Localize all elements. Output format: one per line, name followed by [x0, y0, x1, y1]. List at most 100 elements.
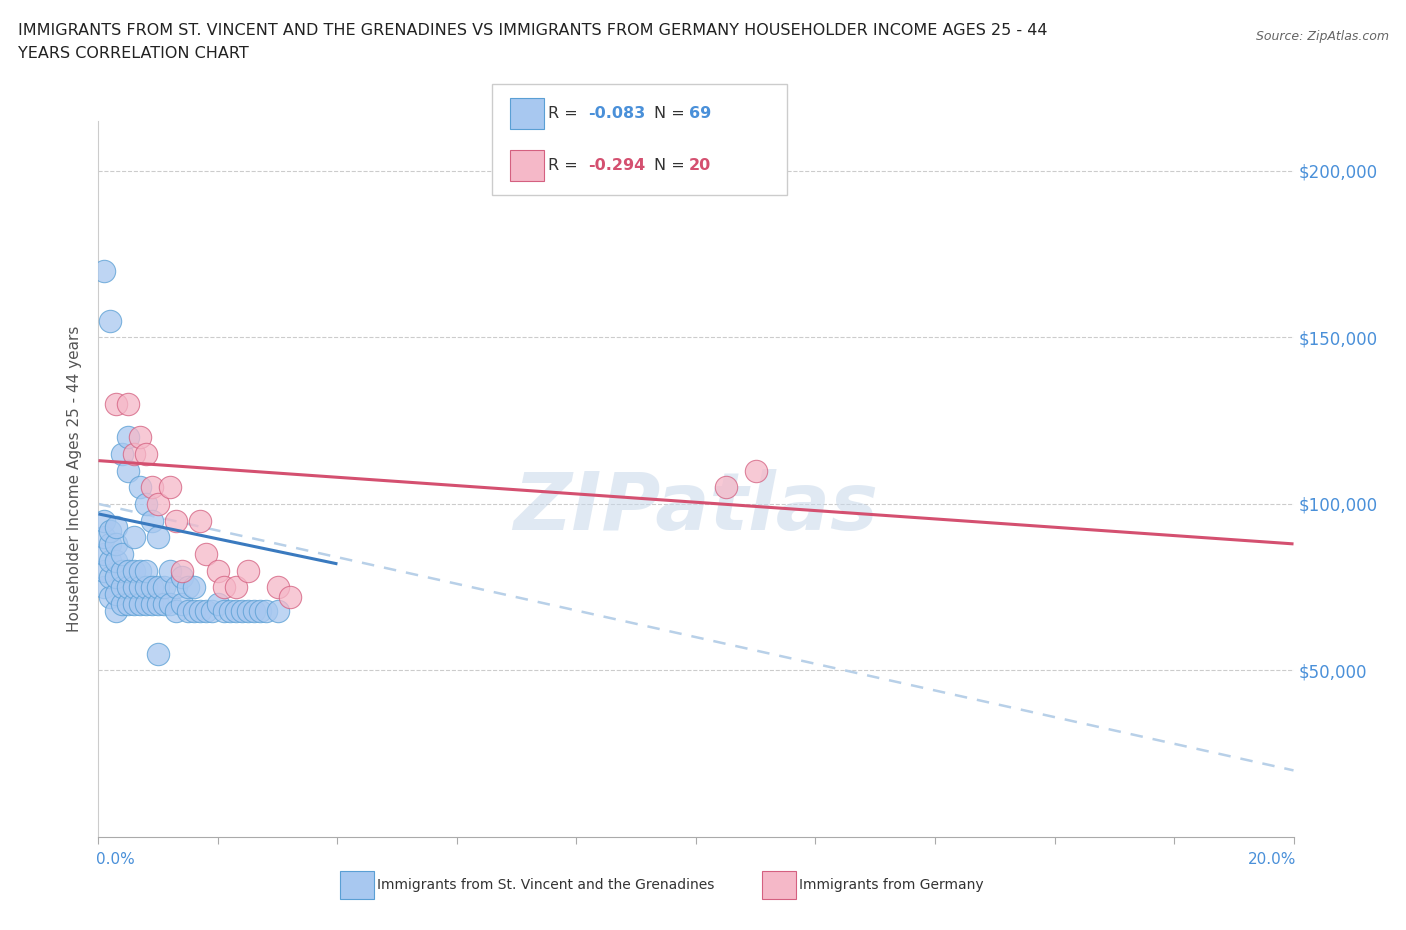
Point	[159, 596, 181, 611]
Text: Immigrants from St. Vincent and the Grenadines: Immigrants from St. Vincent and the Gren…	[377, 878, 714, 893]
Point	[148, 530, 170, 545]
Text: R =: R =	[548, 158, 583, 173]
Text: Source: ZipAtlas.com: Source: ZipAtlas.com	[1256, 30, 1389, 43]
Point	[98, 537, 122, 551]
Point	[129, 579, 152, 594]
Point	[93, 563, 115, 578]
Text: -0.294: -0.294	[588, 158, 645, 173]
Point	[243, 603, 266, 618]
Point	[124, 446, 146, 461]
Point	[135, 579, 157, 594]
Point	[195, 603, 218, 618]
Point	[135, 563, 157, 578]
Point	[111, 563, 134, 578]
Point	[93, 263, 115, 278]
Point	[177, 579, 200, 594]
Point	[177, 603, 200, 618]
Point	[236, 603, 259, 618]
Point	[148, 646, 170, 661]
Point	[745, 463, 768, 478]
Point	[172, 570, 194, 585]
Point	[124, 530, 146, 545]
Text: ZIPatlas: ZIPatlas	[513, 469, 879, 547]
Point	[111, 446, 134, 461]
Point	[267, 579, 290, 594]
Point	[129, 430, 152, 445]
Point	[201, 603, 224, 618]
Point	[105, 553, 128, 568]
Point	[141, 513, 163, 528]
Point	[117, 563, 139, 578]
Point	[148, 596, 170, 611]
Point	[98, 553, 122, 568]
Point	[165, 603, 187, 618]
Point	[148, 497, 170, 512]
Point	[105, 570, 128, 585]
Point	[124, 563, 146, 578]
Point	[111, 579, 134, 594]
Point	[129, 480, 152, 495]
Point	[188, 603, 211, 618]
Point	[141, 480, 163, 495]
Text: 20.0%: 20.0%	[1249, 852, 1296, 867]
Point	[129, 563, 152, 578]
Point	[267, 603, 290, 618]
Text: Immigrants from Germany: Immigrants from Germany	[799, 878, 983, 893]
Point	[117, 596, 139, 611]
Point	[278, 590, 301, 604]
Point	[172, 596, 194, 611]
Point	[165, 513, 187, 528]
Point	[93, 579, 115, 594]
Point	[129, 596, 152, 611]
Point	[183, 579, 205, 594]
Point	[212, 579, 235, 594]
Point	[207, 596, 229, 611]
Point	[188, 513, 211, 528]
Text: 69: 69	[689, 106, 711, 121]
Point	[159, 480, 181, 495]
Point	[117, 396, 139, 411]
Point	[98, 313, 122, 328]
Point	[93, 513, 115, 528]
Point	[236, 563, 259, 578]
Point	[98, 570, 122, 585]
Text: R =: R =	[548, 106, 583, 121]
Point	[135, 596, 157, 611]
Text: 0.0%: 0.0%	[96, 852, 135, 867]
Point	[249, 603, 271, 618]
Point	[172, 563, 194, 578]
Point	[714, 480, 737, 495]
Point	[105, 603, 128, 618]
Point	[105, 537, 128, 551]
Point	[183, 603, 205, 618]
Point	[105, 587, 128, 602]
Text: N =: N =	[654, 158, 690, 173]
Text: YEARS CORRELATION CHART: YEARS CORRELATION CHART	[18, 46, 249, 61]
Point	[159, 563, 181, 578]
Point	[98, 590, 122, 604]
Point	[93, 547, 115, 562]
Point	[219, 603, 242, 618]
Point	[153, 596, 176, 611]
Point	[105, 396, 128, 411]
Text: -0.083: -0.083	[588, 106, 645, 121]
Point	[212, 603, 235, 618]
Point	[225, 579, 247, 594]
Point	[165, 579, 187, 594]
Text: N =: N =	[654, 106, 690, 121]
Point	[254, 603, 277, 618]
Point	[148, 579, 170, 594]
Point	[153, 579, 176, 594]
Point	[195, 547, 218, 562]
Point	[124, 596, 146, 611]
Point	[111, 547, 134, 562]
Point	[93, 530, 115, 545]
Point	[105, 520, 128, 535]
Point	[111, 596, 134, 611]
Point	[117, 430, 139, 445]
Point	[141, 596, 163, 611]
Y-axis label: Householder Income Ages 25 - 44 years: Householder Income Ages 25 - 44 years	[67, 326, 83, 632]
Point	[141, 579, 163, 594]
Point	[117, 579, 139, 594]
Point	[124, 579, 146, 594]
